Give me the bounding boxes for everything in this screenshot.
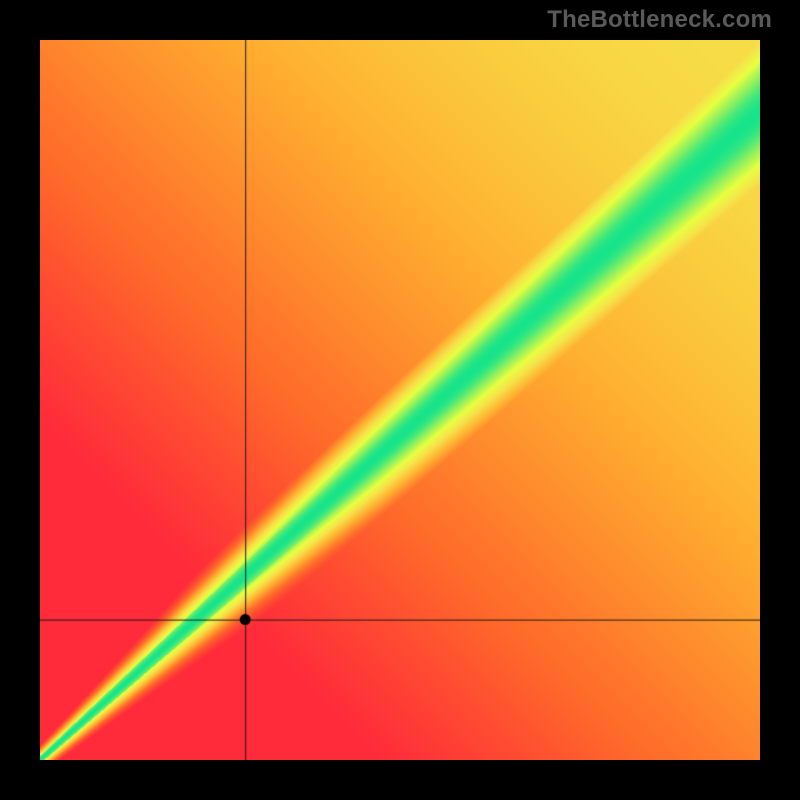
bottleneck-heatmap	[40, 40, 760, 760]
chart-container: { "watermark": { "text": "TheBottleneck.…	[0, 0, 800, 800]
watermark-text: TheBottleneck.com	[547, 6, 772, 34]
